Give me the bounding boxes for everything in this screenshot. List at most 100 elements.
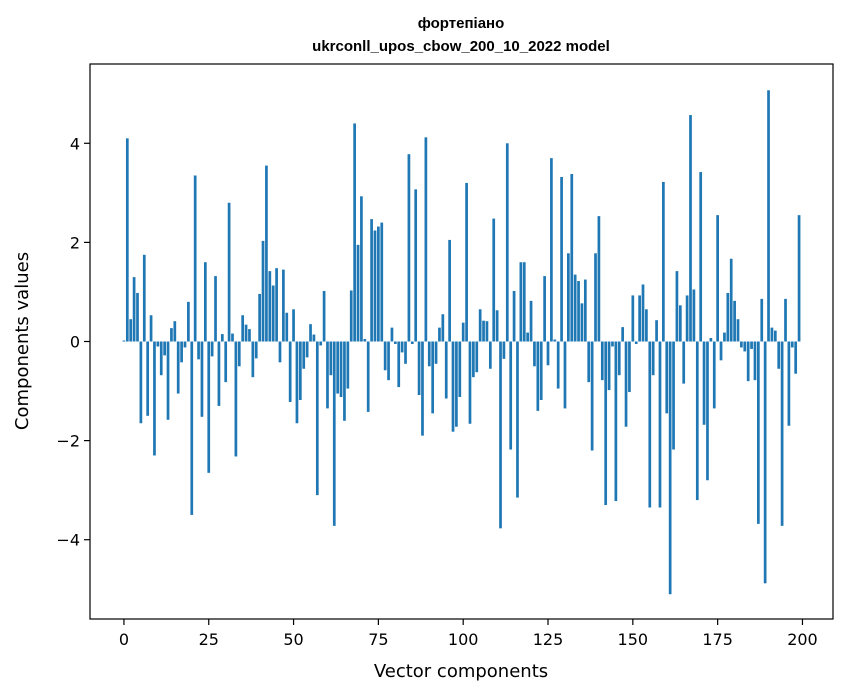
bar-190 xyxy=(767,90,770,342)
y-axis-label: Components values xyxy=(12,252,33,430)
bar-113 xyxy=(505,143,509,342)
bar-96 xyxy=(448,239,451,342)
bar-103 xyxy=(472,341,475,378)
bar-134 xyxy=(577,281,580,342)
bar-157 xyxy=(655,320,658,342)
bar-51 xyxy=(295,341,299,424)
bar-15 xyxy=(173,321,177,342)
bar-161 xyxy=(668,341,672,595)
bar-0 xyxy=(122,340,126,342)
bar-151 xyxy=(634,341,638,344)
x-tick-label: 75 xyxy=(368,630,388,649)
bar-91 xyxy=(431,341,435,414)
bar-53 xyxy=(302,341,306,369)
bar-48 xyxy=(285,312,289,342)
bar-188 xyxy=(760,298,764,342)
bar-187 xyxy=(757,341,760,524)
bar-175 xyxy=(716,215,719,342)
bar-180 xyxy=(733,300,736,342)
bar-192 xyxy=(773,330,777,342)
bar-62 xyxy=(332,341,336,526)
bar-26 xyxy=(210,341,214,357)
bar-116 xyxy=(516,341,519,498)
y-axis-ticks: −4 −2 0 2 4 xyxy=(56,134,90,550)
bar-106 xyxy=(482,320,485,342)
bar-186 xyxy=(753,341,757,381)
bar-170 xyxy=(699,172,703,342)
bar-54 xyxy=(305,341,309,358)
bar-168 xyxy=(692,289,696,342)
bar-87 xyxy=(417,341,421,396)
bar-139 xyxy=(594,253,597,342)
bar-130 xyxy=(563,341,567,409)
bar-47 xyxy=(282,269,285,342)
bar-131 xyxy=(567,253,570,342)
bar-105 xyxy=(478,309,482,342)
bar-137 xyxy=(587,341,591,383)
bar-184 xyxy=(746,341,750,382)
bar-65 xyxy=(343,341,346,421)
bar-155 xyxy=(648,341,652,508)
bar-3 xyxy=(132,277,136,342)
bar-69 xyxy=(356,244,360,342)
bar-58 xyxy=(319,341,323,346)
bar-126 xyxy=(550,158,553,342)
bar-38 xyxy=(251,341,255,378)
bar-55 xyxy=(309,324,312,342)
bar-46 xyxy=(278,341,282,363)
bar-63 xyxy=(336,341,340,394)
bar-174 xyxy=(712,341,716,409)
bar-97 xyxy=(451,341,455,432)
bar-110 xyxy=(495,310,499,342)
bar-135 xyxy=(580,303,584,342)
bar-189 xyxy=(763,341,767,584)
bar-68 xyxy=(353,123,356,342)
bar-67 xyxy=(349,290,353,342)
bar-111 xyxy=(499,341,502,529)
y-tick-label: 4 xyxy=(70,134,80,153)
bar-123 xyxy=(539,341,543,400)
bar-34 xyxy=(237,341,241,367)
bar-102 xyxy=(468,341,472,424)
bar-195 xyxy=(784,298,787,342)
bar-140 xyxy=(597,216,601,342)
bars-group xyxy=(122,90,801,595)
bar-119 xyxy=(526,332,530,342)
bar-30 xyxy=(224,341,228,383)
bar-88 xyxy=(421,341,424,436)
bar-196 xyxy=(787,341,791,426)
bar-10 xyxy=(156,341,160,347)
bar-80 xyxy=(393,341,397,344)
bar-33 xyxy=(234,341,238,457)
bar-66 xyxy=(346,341,350,389)
bar-114 xyxy=(509,341,513,450)
bar-5 xyxy=(139,341,143,424)
bar-167 xyxy=(689,115,692,342)
bar-99 xyxy=(458,341,462,397)
bar-101 xyxy=(465,182,468,342)
bar-144 xyxy=(611,341,614,347)
bar-177 xyxy=(723,332,726,342)
bar-108 xyxy=(488,341,492,369)
bar-150 xyxy=(631,295,635,342)
x-axis-ticks: 0 25 50 75 100 125 150 175 200 xyxy=(119,619,818,649)
bar-199 xyxy=(797,215,801,342)
bar-163 xyxy=(675,271,679,342)
bar-143 xyxy=(607,341,611,391)
bar-83 xyxy=(404,341,407,364)
bar-152 xyxy=(638,295,641,342)
bar-128 xyxy=(556,341,560,389)
bar-41 xyxy=(261,240,265,342)
bar-27 xyxy=(214,276,217,342)
bar-120 xyxy=(529,300,533,342)
bar-59 xyxy=(322,290,326,342)
bar-93 xyxy=(438,327,441,342)
bar-11 xyxy=(159,341,163,376)
bar-118 xyxy=(522,262,526,342)
bar-159 xyxy=(662,181,665,342)
bar-78 xyxy=(387,341,390,381)
bar-160 xyxy=(665,341,669,414)
y-tick-label: −2 xyxy=(56,432,80,451)
bar-92 xyxy=(434,341,438,364)
